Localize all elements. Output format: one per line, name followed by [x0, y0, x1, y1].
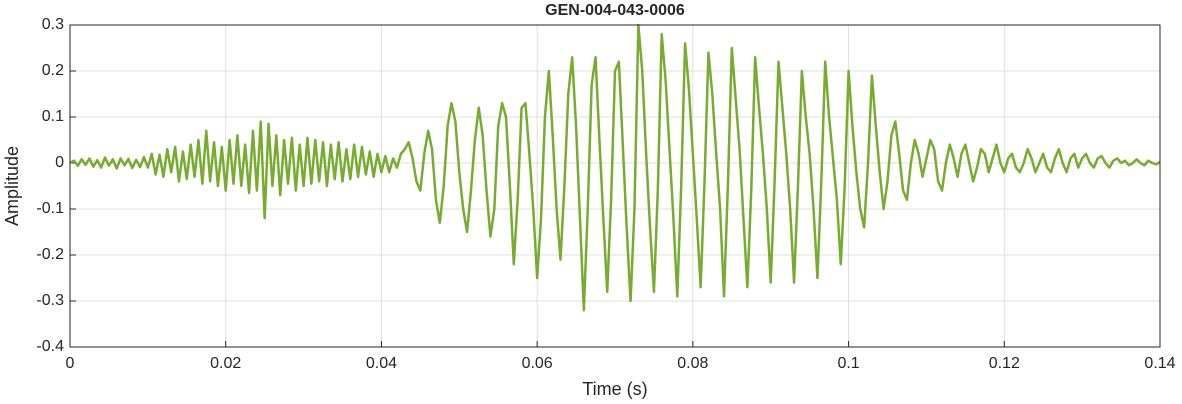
y-tick-label: 0.3 — [42, 16, 64, 33]
y-tick-label: 0 — [55, 154, 64, 171]
y-tick-label: -0.4 — [36, 338, 64, 355]
y-tick-label: -0.1 — [36, 200, 64, 217]
x-tick-label: 0.12 — [989, 355, 1020, 372]
waveform — [69, 23, 1161, 312]
x-tick-label: 0.02 — [210, 355, 241, 372]
x-tick-label: 0.04 — [366, 355, 397, 372]
y-axis-label: Amplitude — [2, 146, 22, 226]
y-tick-label: -0.3 — [36, 292, 64, 309]
chart-title: GEN-004-043-0006 — [545, 2, 685, 19]
y-tick-label: 0.1 — [42, 108, 64, 125]
y-tick-label: -0.2 — [36, 246, 64, 263]
x-tick-label: 0.14 — [1144, 355, 1175, 372]
plot-frame — [69, 24, 1161, 348]
x-tick-label: 0.06 — [522, 355, 553, 372]
x-tick-label: 0.08 — [677, 355, 708, 372]
y-tick-label: 0.2 — [42, 62, 64, 79]
x-tick-label: 0.1 — [837, 355, 859, 372]
x-tick-label: 0 — [66, 355, 75, 372]
x-axis-label: Time (s) — [582, 379, 647, 399]
